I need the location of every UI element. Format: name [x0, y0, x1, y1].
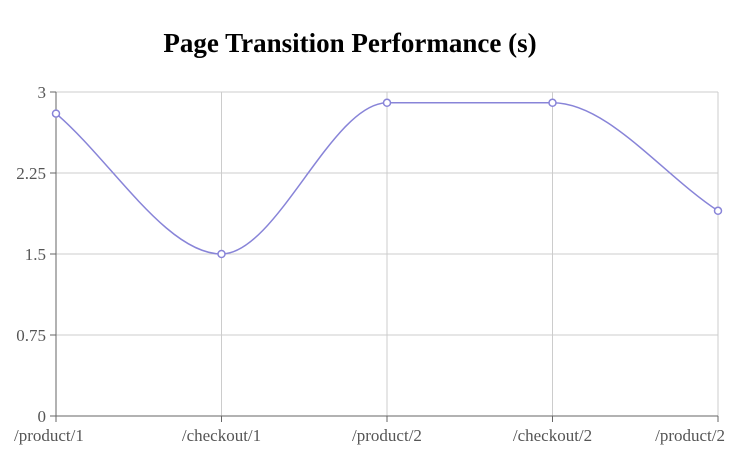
y-tick-label: 0.75	[16, 326, 46, 345]
y-tick-label: 0	[38, 407, 47, 426]
data-points	[51, 98, 723, 259]
series-line	[55, 102, 719, 255]
x-tick-label: /product/2	[655, 426, 725, 445]
data-point	[382, 98, 392, 108]
data-point	[217, 249, 226, 259]
data-point	[548, 98, 557, 108]
x-tick-label: /checkout/2	[513, 426, 592, 445]
x-tick-label: /checkout/1	[182, 426, 261, 445]
x-tick-label: /product/2	[352, 426, 422, 445]
data-point	[713, 206, 723, 216]
x-tick-label: /product/1	[14, 426, 84, 445]
chart-title: Page Transition Performance (s)	[163, 28, 537, 58]
axes	[50, 91, 719, 422]
data-point	[51, 109, 61, 118]
y-tick-label: 1.5	[25, 245, 46, 264]
ticks: 0 0.75 1.5 2.25 3/product/1/checkout/1/produ…	[14, 83, 725, 445]
grid	[56, 91, 719, 416]
y-tick-label: 2.25	[16, 164, 46, 183]
y-tick-label: 3	[38, 83, 47, 102]
